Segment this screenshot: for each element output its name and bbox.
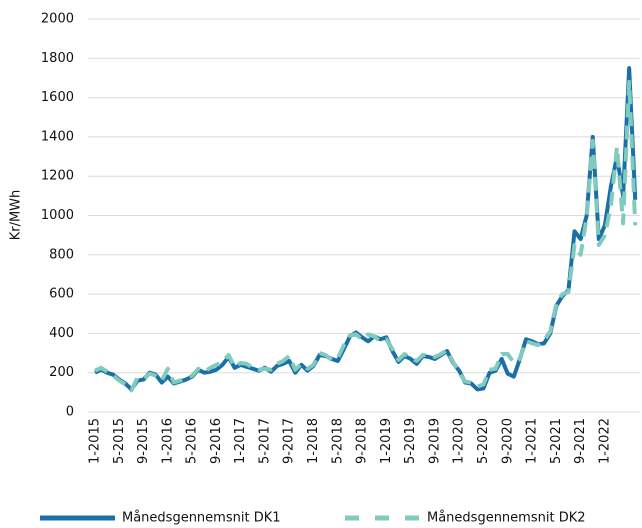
y-axis-label: Kr/MWh (9, 190, 24, 241)
x-tick-label: 1-2017 (233, 418, 248, 464)
x-tick-label: 5-2019 (403, 418, 418, 464)
x-tick-label: 1-2022 (597, 418, 612, 464)
x-tick-label: 1-2018 (306, 418, 321, 464)
x-tick-label: 1-2016 (160, 418, 175, 464)
x-tick-label: 9-2021 (573, 418, 588, 464)
x-tick-label: 5-2016 (185, 418, 200, 464)
y-tick-label: 600 (49, 287, 74, 302)
y-tick-label: 400 (49, 326, 74, 341)
x-tick-label: 1-2021 (525, 418, 540, 464)
x-tick-label: 5-2017 (257, 418, 272, 464)
y-tick-label: 1400 (41, 129, 74, 144)
y-tick-label: 1000 (41, 208, 74, 223)
legend-label: Månedsgennemsnit DK2 (427, 511, 586, 526)
series-line (94, 79, 638, 393)
x-tick-label: 5-2020 (476, 418, 491, 464)
x-tick-label: 5-2021 (549, 418, 564, 464)
y-tick-label: 1600 (41, 90, 74, 105)
x-tick-label: 1-2020 (452, 418, 467, 464)
x-tick-label: 9-2015 (136, 418, 151, 464)
x-tick-label: 5-2018 (330, 418, 345, 464)
x-tick-label: 9-2018 (355, 418, 370, 464)
series-line (94, 66, 638, 392)
y-tick-label: 800 (49, 247, 74, 262)
legend-label: Månedsgennemsnit DK1 (122, 511, 281, 526)
y-tick-label: 0 (66, 405, 74, 420)
x-tick-label: 9-2020 (500, 418, 515, 464)
x-tick-label: 9-2016 (209, 418, 224, 464)
x-tick-label: 1-2015 (88, 418, 103, 464)
x-tick-label: 1-2019 (379, 418, 394, 464)
x-tick-label: 9-2017 (282, 418, 297, 464)
x-tick-label: 5-2015 (112, 418, 127, 464)
y-tick-label: 1800 (41, 51, 74, 66)
x-tick-label: 9-2019 (427, 418, 442, 464)
y-tick-label: 1200 (41, 169, 74, 184)
y-tick-label: 2000 (41, 12, 74, 27)
y-tick-label: 200 (49, 365, 74, 380)
